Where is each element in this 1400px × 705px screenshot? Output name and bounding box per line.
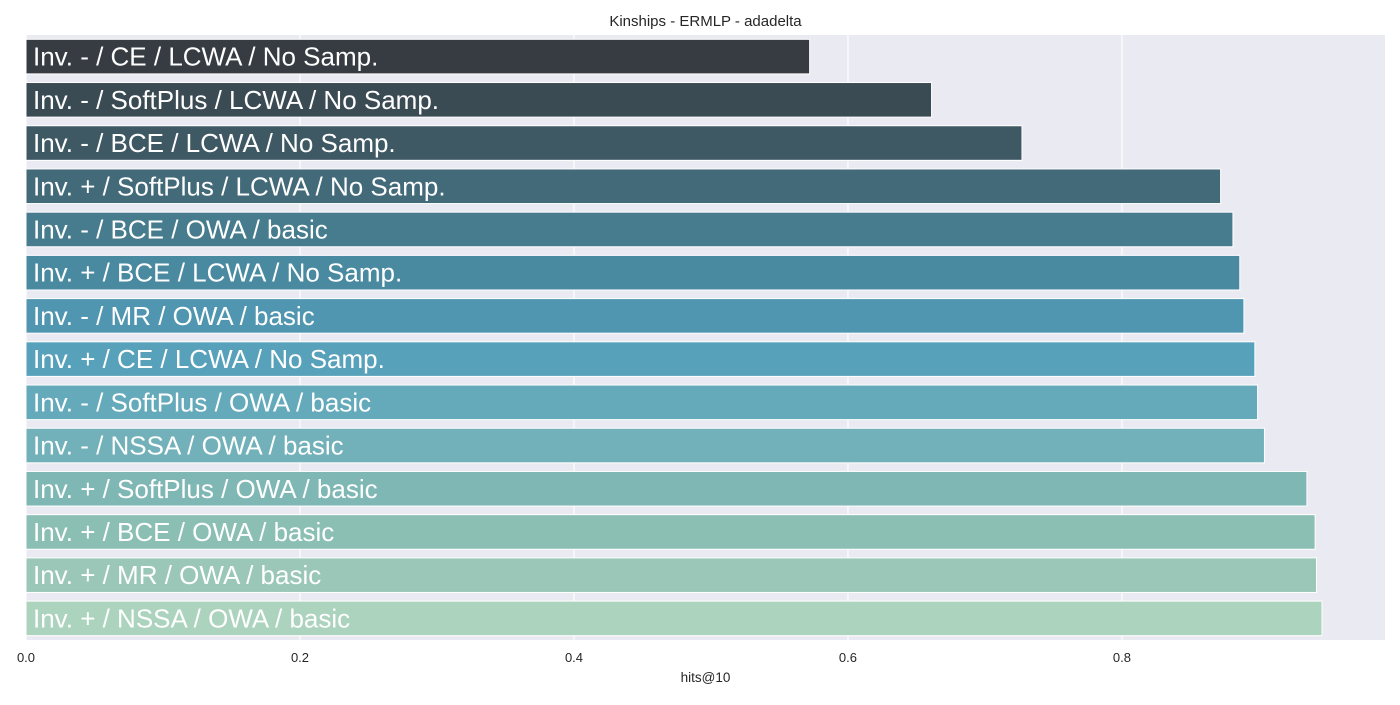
bar bbox=[25, 384, 1259, 421]
bar bbox=[25, 38, 811, 75]
chart-title: Kinships - ERMLP - adadelta bbox=[609, 13, 802, 30]
bar-label: Inv. + / BCE / LCWA / No Samp. bbox=[33, 258, 402, 288]
bar-label: Inv. - / BCE / LCWA / No Samp. bbox=[33, 128, 396, 158]
x-tick-label: 0.0 bbox=[17, 650, 35, 665]
bar bbox=[25, 600, 1323, 637]
bar bbox=[25, 341, 1256, 377]
bar-label: Inv. - / SoftPlus / LCWA / No Samp. bbox=[33, 85, 439, 115]
bar bbox=[25, 254, 1241, 291]
x-tick-label: 0.6 bbox=[839, 650, 857, 665]
bar bbox=[25, 514, 1316, 550]
bar-label: Inv. - / MR / OWA / basic bbox=[33, 301, 315, 331]
bar-label: Inv. + / MR / OWA / basic bbox=[33, 560, 321, 590]
bar bbox=[25, 125, 1023, 161]
bar bbox=[25, 470, 1308, 507]
bar-label: Inv. + / NSSA / OWA / basic bbox=[33, 603, 350, 633]
bar bbox=[25, 211, 1234, 248]
bar-label: Inv. + / BCE / OWA / basic bbox=[33, 517, 334, 547]
x-tick-label: 0.4 bbox=[565, 650, 583, 665]
bar-label: Inv. - / BCE / OWA / basic bbox=[33, 214, 328, 244]
x-tick-label: 0.8 bbox=[1113, 650, 1131, 665]
bar bbox=[25, 557, 1318, 593]
x-tick-label: 0.2 bbox=[291, 650, 309, 665]
bar bbox=[25, 427, 1265, 464]
bar bbox=[25, 168, 1222, 205]
bar-label: Inv. + / SoftPlus / LCWA / No Samp. bbox=[33, 171, 446, 201]
bar-label: Inv. - / CE / LCWA / No Samp. bbox=[33, 42, 378, 72]
bar-label: Inv. - / SoftPlus / OWA / basic bbox=[33, 387, 371, 417]
bar-label: Inv. - / NSSA / OWA / basic bbox=[33, 431, 344, 461]
bar-label: Inv. + / SoftPlus / OWA / basic bbox=[33, 474, 378, 504]
bar-label: Inv. + / CE / LCWA / No Samp. bbox=[33, 344, 385, 374]
x-axis-label: hits@10 bbox=[681, 670, 731, 685]
bar bbox=[25, 82, 933, 118]
bar bbox=[25, 298, 1245, 334]
